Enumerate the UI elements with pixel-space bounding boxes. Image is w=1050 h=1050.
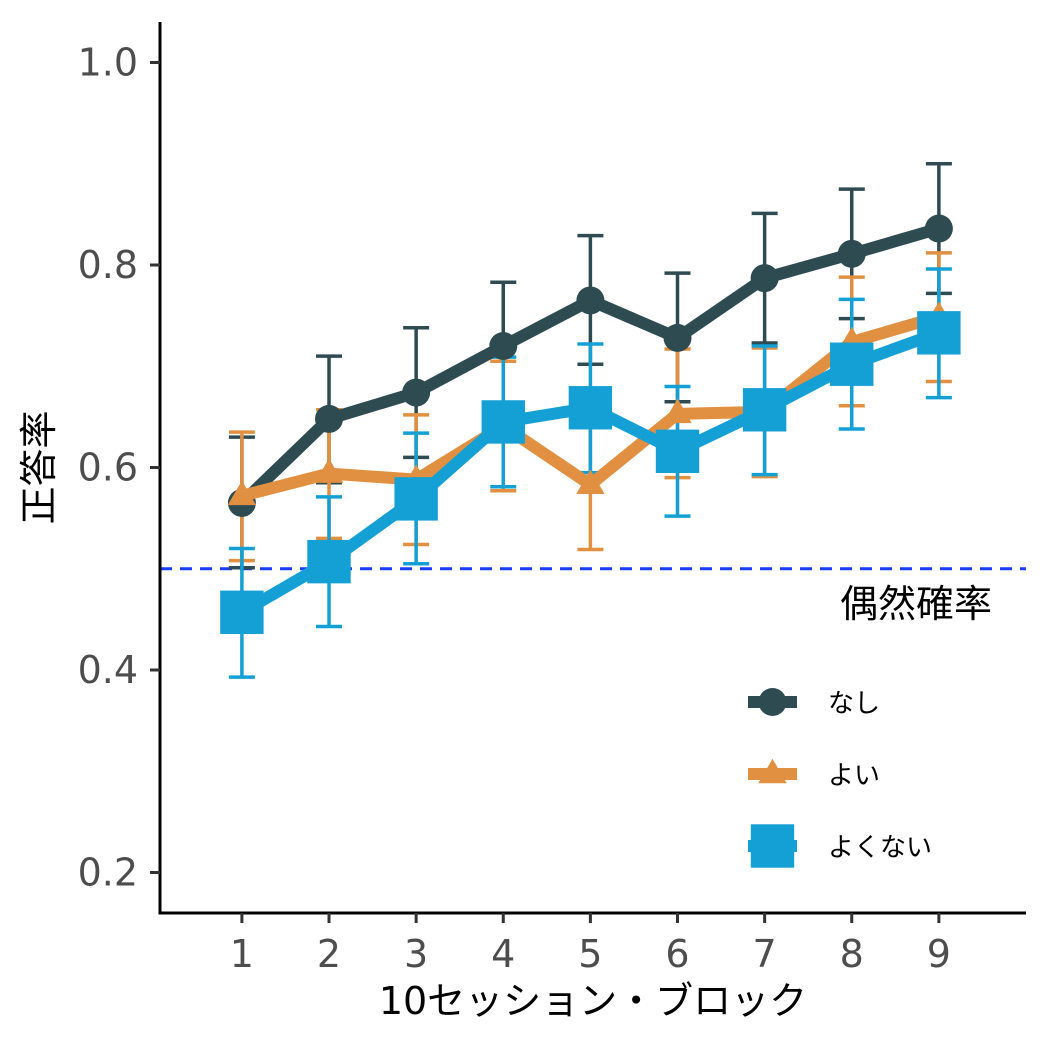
x-tick-label: 9 (927, 932, 951, 976)
legend-key-marker (758, 758, 787, 784)
legend-label: よくない (828, 833, 932, 863)
x-tick-label: 6 (665, 932, 689, 976)
axes: 0.2 0.4 0.6 0.8 1.0 1 2 3 4 5 6 7 8 9 (78, 22, 1026, 976)
y-tick-label: 0.2 (78, 851, 138, 895)
x-tick-label: 7 (753, 932, 777, 976)
y-axis-title: 正答率 (17, 410, 61, 524)
data-point-よい-6 (663, 398, 692, 424)
x-tick-label: 3 (404, 932, 428, 976)
legend-label: よい (828, 761, 880, 791)
y-tick-label: 1.0 (78, 41, 138, 85)
data-point-なし-3 (402, 378, 431, 407)
data-point-なし-4 (489, 332, 518, 360)
x-tick-label: 2 (317, 932, 341, 976)
data-point-なし-5 (576, 286, 605, 315)
y-tick-label: 0.6 (78, 446, 138, 490)
x-axis-title: 10セッション・ブロック (379, 979, 807, 1023)
data-point-よくない-2 (307, 539, 351, 584)
legend-label: なし (828, 689, 880, 719)
data-point-よい-5 (576, 469, 605, 495)
x-tick-label: 1 (230, 932, 254, 976)
x-tick-label: 4 (491, 932, 515, 976)
data-point-よくない-6 (655, 429, 700, 473)
legend-item-よい: よい (748, 758, 880, 791)
data-point-なし-6 (663, 323, 692, 352)
y-tick-label: 0.8 (78, 243, 138, 287)
data-point-なし-2 (315, 404, 344, 433)
legend-item-なし: なし (748, 688, 880, 719)
y-tick-label: 0.4 (78, 648, 138, 692)
legend-key-marker (750, 824, 795, 868)
data-point-よくない-1 (220, 590, 264, 634)
data-point-よくない-7 (742, 388, 787, 432)
data-point-なし-8 (837, 239, 866, 268)
chance-level-label: 偶然確率 (840, 582, 992, 626)
data-point-よい-1 (227, 480, 257, 506)
data-point-よくない-4 (481, 400, 525, 444)
legend-item-よくない: よくない (748, 824, 932, 868)
data-point-よくない-3 (394, 477, 438, 521)
x-tick-label: 5 (578, 932, 602, 976)
data-point-なし-7 (750, 264, 779, 293)
data-point-よくない-9 (917, 311, 961, 355)
data-point-よい-2 (314, 458, 344, 483)
data-point-よくない-5 (568, 386, 613, 430)
data-point-よくない-8 (830, 342, 874, 386)
x-tick-label: 8 (840, 932, 864, 976)
legend-key-marker (758, 688, 787, 716)
data-point-なし-9 (924, 214, 953, 243)
plot-area (220, 162, 961, 679)
